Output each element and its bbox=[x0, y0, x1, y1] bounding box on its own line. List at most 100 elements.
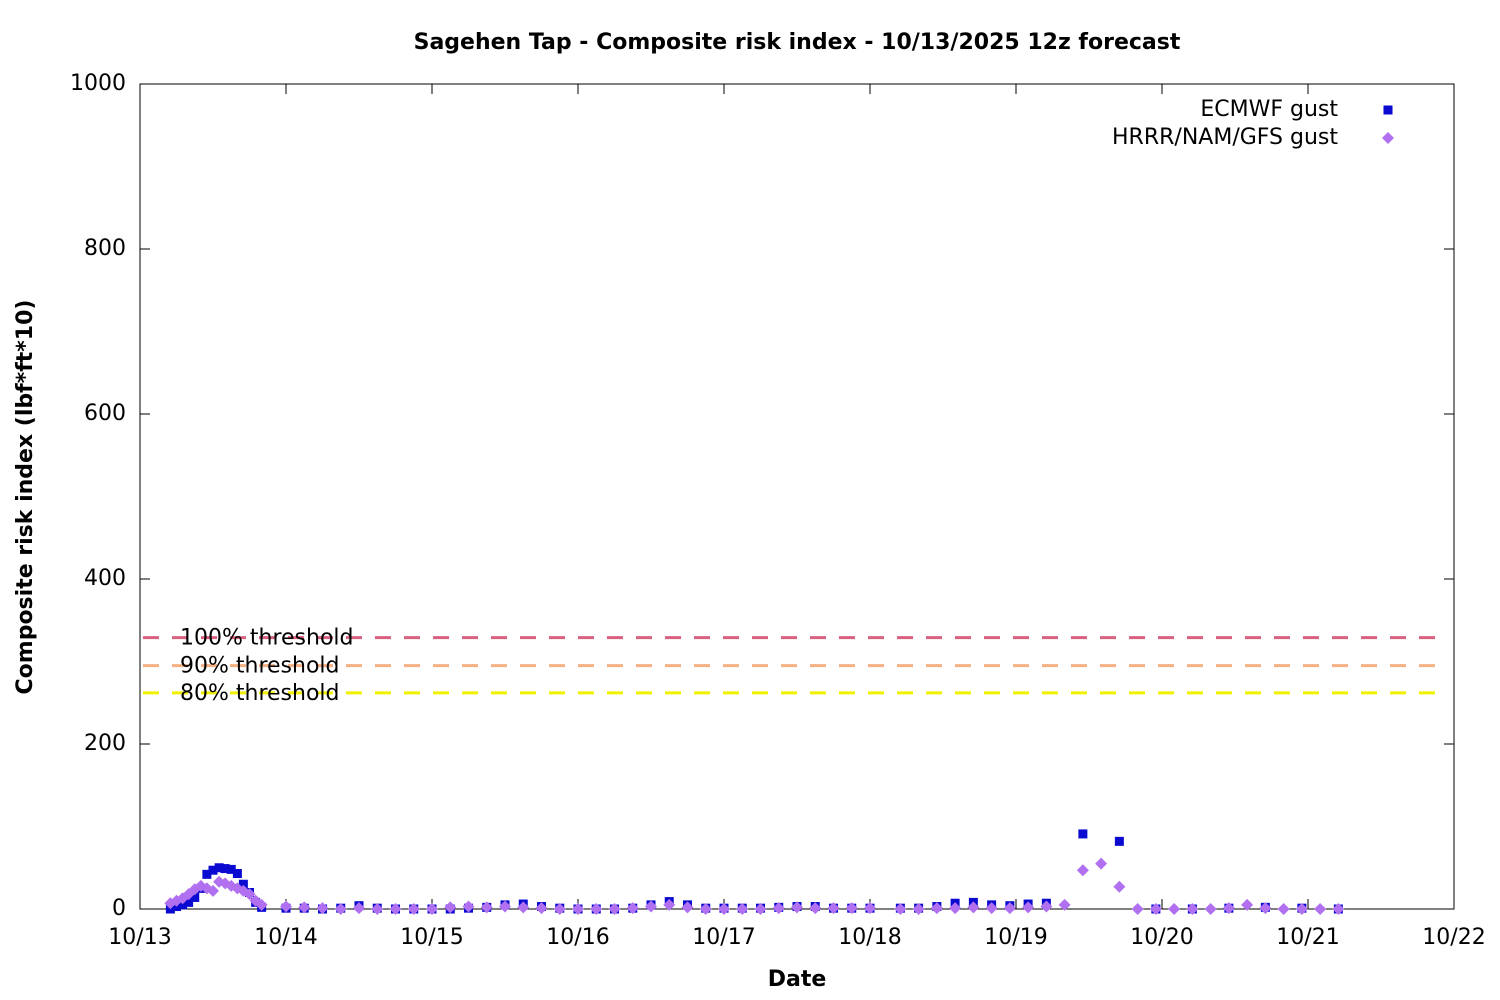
point bbox=[791, 901, 803, 914]
point bbox=[1040, 900, 1053, 913]
point bbox=[178, 900, 188, 910]
point bbox=[827, 902, 840, 915]
point bbox=[298, 901, 311, 914]
point bbox=[772, 902, 785, 915]
point bbox=[1058, 898, 1071, 911]
x-tick-label: 10/19 bbox=[984, 925, 1047, 950]
point bbox=[1113, 880, 1126, 893]
legend-marker bbox=[1383, 105, 1393, 115]
point bbox=[1314, 903, 1327, 915]
legend-marker bbox=[1382, 132, 1394, 144]
point bbox=[1222, 902, 1235, 915]
threshold-label: 80% threshold bbox=[180, 681, 340, 706]
y-tick-label: 600 bbox=[84, 401, 126, 426]
x-tick-label: 10/15 bbox=[400, 925, 463, 950]
x-tick-label: 10/17 bbox=[692, 925, 755, 950]
point bbox=[681, 901, 694, 914]
point bbox=[214, 863, 224, 873]
point bbox=[894, 903, 907, 915]
point bbox=[444, 901, 457, 914]
point bbox=[663, 898, 676, 911]
point bbox=[1204, 903, 1217, 915]
point bbox=[1095, 857, 1108, 870]
point bbox=[608, 903, 621, 915]
point bbox=[1131, 903, 1144, 915]
x-tick-label: 10/16 bbox=[546, 925, 609, 950]
point bbox=[334, 903, 347, 915]
point bbox=[226, 864, 236, 874]
point bbox=[949, 902, 962, 915]
point bbox=[912, 903, 925, 915]
point bbox=[626, 902, 639, 915]
point bbox=[809, 902, 822, 915]
point bbox=[499, 900, 511, 913]
point bbox=[967, 901, 980, 914]
point bbox=[316, 902, 329, 915]
point bbox=[1295, 903, 1308, 915]
y-tick-label: 800 bbox=[84, 236, 126, 261]
point bbox=[1078, 829, 1088, 839]
point bbox=[645, 900, 657, 913]
y-tick-label: 400 bbox=[84, 566, 126, 591]
x-axis-label: Date bbox=[768, 967, 827, 992]
point bbox=[407, 903, 420, 915]
point bbox=[1168, 903, 1181, 915]
point bbox=[535, 902, 548, 915]
point bbox=[1186, 903, 1199, 915]
chart-title: Sagehen Tap - Composite risk index - 10/… bbox=[414, 30, 1181, 55]
point bbox=[371, 903, 384, 915]
point bbox=[238, 879, 248, 889]
point bbox=[232, 869, 242, 879]
point bbox=[699, 903, 712, 915]
x-tick-label: 10/18 bbox=[838, 925, 901, 950]
legend-label: ECMWF gust bbox=[1200, 97, 1338, 122]
point bbox=[243, 888, 256, 901]
threshold-label: 90% threshold bbox=[180, 654, 340, 679]
point bbox=[220, 864, 230, 874]
point bbox=[754, 903, 767, 915]
point bbox=[736, 903, 749, 915]
y-tick-label: 0 bbox=[112, 896, 126, 921]
point bbox=[553, 903, 566, 915]
point bbox=[208, 865, 218, 875]
point bbox=[1241, 898, 1254, 911]
point bbox=[1022, 901, 1035, 914]
point bbox=[1149, 903, 1162, 915]
point bbox=[389, 903, 402, 915]
point bbox=[1003, 902, 1016, 915]
point bbox=[255, 898, 268, 911]
point bbox=[985, 902, 998, 915]
y-tick-label: 200 bbox=[84, 731, 126, 756]
x-tick-label: 10/22 bbox=[1422, 925, 1485, 950]
point bbox=[207, 884, 219, 897]
point bbox=[353, 902, 365, 915]
legend-label: HRRR/NAM/GFS gust bbox=[1112, 125, 1338, 150]
point bbox=[190, 892, 200, 902]
x-tick-label: 10/13 bbox=[108, 925, 171, 950]
point bbox=[202, 869, 212, 879]
point bbox=[1076, 864, 1089, 877]
y-tick-label: 1000 bbox=[70, 71, 126, 96]
point bbox=[517, 901, 530, 914]
y-axis-label: Composite risk index (lbf*ft*10) bbox=[13, 300, 38, 695]
point bbox=[426, 903, 438, 915]
point bbox=[480, 901, 493, 914]
point bbox=[462, 900, 475, 913]
x-tick-label: 10/21 bbox=[1276, 925, 1339, 950]
point bbox=[1277, 903, 1290, 915]
point bbox=[590, 903, 603, 915]
point bbox=[1114, 836, 1124, 846]
point bbox=[845, 902, 858, 915]
plot-frame bbox=[139, 83, 1455, 910]
point bbox=[280, 900, 292, 913]
x-tick-label: 10/14 bbox=[254, 925, 317, 950]
point bbox=[1259, 902, 1272, 915]
point bbox=[184, 897, 194, 907]
x-tick-label: 10/20 bbox=[1130, 925, 1193, 950]
point bbox=[864, 902, 876, 915]
point bbox=[930, 902, 943, 915]
point bbox=[718, 903, 730, 915]
point bbox=[572, 903, 584, 915]
